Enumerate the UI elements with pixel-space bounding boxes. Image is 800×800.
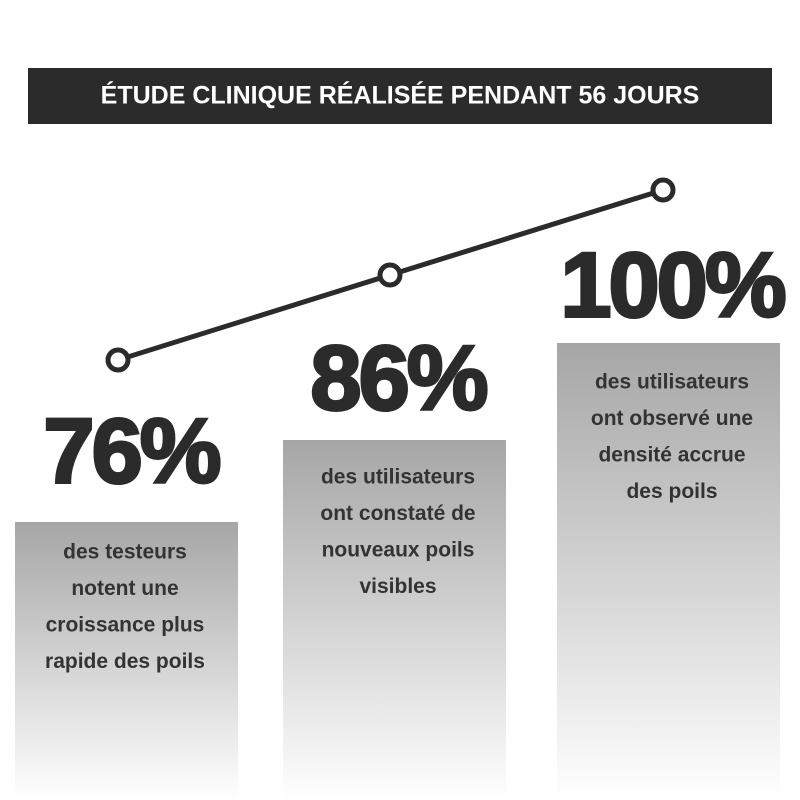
stat-box bbox=[15, 522, 238, 800]
stat-description: croissance plus bbox=[46, 614, 205, 637]
stat-value: 86% bbox=[310, 327, 486, 429]
stat-description: ont constaté de bbox=[320, 502, 475, 525]
stat-description: des utilisateurs bbox=[595, 371, 749, 394]
title-banner bbox=[28, 68, 772, 124]
trend-point bbox=[105, 347, 131, 373]
stat-description: ont observé une bbox=[591, 407, 753, 430]
stat-box bbox=[283, 440, 506, 800]
stat-description: des utilisateurs bbox=[321, 466, 475, 489]
trend-point bbox=[650, 177, 676, 203]
stat-description: rapide des poils bbox=[45, 650, 205, 673]
stat-box bbox=[557, 343, 780, 800]
stat-description: nouveaux poils bbox=[322, 539, 475, 562]
stat-value: 76% bbox=[43, 400, 219, 502]
trend-point bbox=[377, 262, 403, 288]
stat-description: des poils bbox=[626, 480, 717, 503]
title: ÉTUDE CLINIQUE RÉALISÉE PENDANT 56 JOURS bbox=[101, 81, 700, 110]
stat-description: densité accrue bbox=[598, 444, 745, 467]
stat-description: notent une bbox=[71, 577, 178, 600]
stat-description: des testeurs bbox=[63, 541, 187, 564]
stat-value: 100% bbox=[560, 234, 784, 336]
stat-description: visibles bbox=[359, 575, 436, 598]
